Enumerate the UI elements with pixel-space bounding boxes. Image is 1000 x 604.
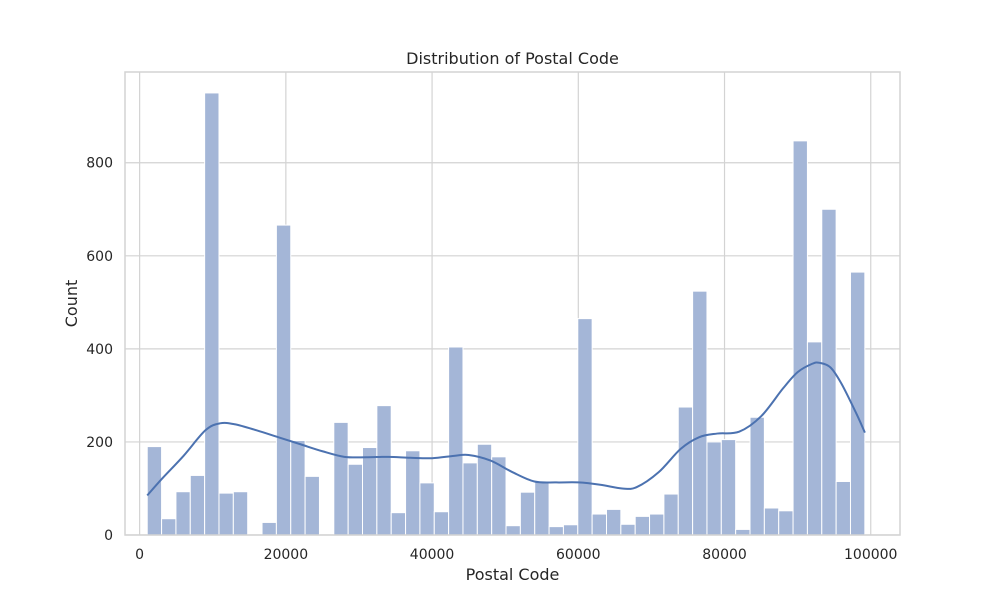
histogram-bar xyxy=(563,525,577,535)
histogram-bar xyxy=(420,483,434,535)
grid xyxy=(125,72,900,535)
y-tick-label: 600 xyxy=(86,249,113,265)
x-tick-label: 100000 xyxy=(844,547,897,563)
histogram-bar xyxy=(650,514,664,535)
histogram-bar xyxy=(147,447,161,535)
histogram-bar xyxy=(190,475,204,535)
histogram-bar xyxy=(463,463,477,535)
histogram-bar xyxy=(764,508,778,535)
histogram-bar xyxy=(779,511,793,535)
histogram-bar xyxy=(750,417,764,535)
x-tick-label: 80000 xyxy=(702,547,747,563)
histogram-bar xyxy=(592,514,606,535)
histogram-bar xyxy=(721,440,735,535)
histogram-bar xyxy=(291,441,305,535)
y-tick-label: 200 xyxy=(86,435,113,451)
histogram-bar xyxy=(205,93,219,535)
histogram-bar xyxy=(233,492,247,535)
histogram-bar xyxy=(678,407,692,535)
x-tick-label: 20000 xyxy=(264,547,309,563)
histogram-bar xyxy=(363,448,377,535)
plot-frame xyxy=(125,72,900,535)
chart-title: Distribution of Postal Code xyxy=(406,49,619,68)
y-axis-title: Count xyxy=(62,280,81,328)
histogram-bar xyxy=(693,291,707,535)
histogram-bar xyxy=(406,451,420,535)
histogram-bar xyxy=(162,519,176,535)
histogram-bar xyxy=(219,493,233,535)
histogram-bar xyxy=(621,524,635,535)
y-tick-label: 800 xyxy=(86,156,113,172)
histogram-bar xyxy=(520,492,534,535)
histogram-bar xyxy=(535,481,549,535)
histogram-bar xyxy=(334,422,348,535)
x-axis-title: Postal Code xyxy=(466,565,560,584)
histogram-bar xyxy=(578,319,592,535)
histogram-bar xyxy=(176,492,190,535)
x-tick-label: 60000 xyxy=(556,547,601,563)
histogram-bar xyxy=(276,225,290,535)
histogram-bar xyxy=(836,481,850,535)
histogram-bar xyxy=(391,513,405,535)
histogram-bar xyxy=(549,527,563,535)
histogram-bar xyxy=(449,347,463,535)
histogram-bar xyxy=(262,522,276,535)
histogram-bar xyxy=(664,494,678,535)
histogram-bar xyxy=(348,464,362,535)
histogram-bar xyxy=(506,526,520,535)
x-tick-label: 40000 xyxy=(410,547,455,563)
histogram-bar xyxy=(606,509,620,535)
histogram-bar xyxy=(635,516,649,535)
y-tick-label: 400 xyxy=(86,342,113,358)
histogram-bar xyxy=(707,442,721,535)
histogram-bar xyxy=(434,512,448,535)
histogram-bar xyxy=(793,141,807,535)
x-tick-labels: 0 20000 40000 60000 80000 100000 xyxy=(135,547,897,563)
y-tick-label: 0 xyxy=(104,528,113,544)
y-tick-labels: 0 200 400 600 800 xyxy=(86,156,113,544)
histogram-bar xyxy=(377,406,391,535)
x-tick-label: 0 xyxy=(135,547,144,563)
histogram-bar xyxy=(807,342,821,535)
histogram-bar xyxy=(305,476,319,535)
histogram-bar xyxy=(736,529,750,535)
